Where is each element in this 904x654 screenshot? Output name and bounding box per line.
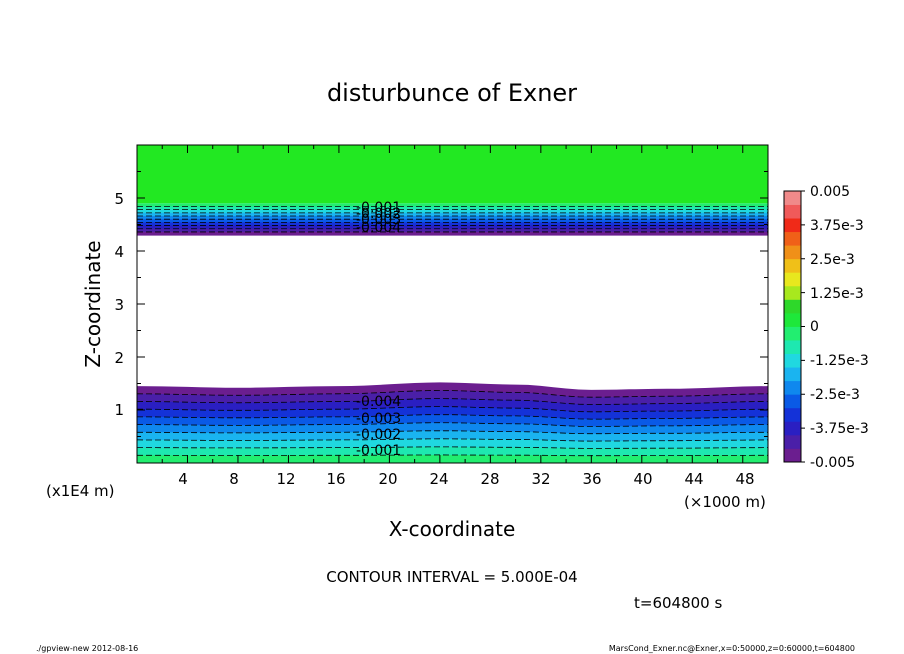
colorbar-tick-label: -3.75e-3 (810, 421, 869, 437)
y-units-label: (x1E4 m) (46, 482, 115, 500)
contour-label: -0.003 (356, 411, 401, 427)
contour-labels: -0.001 -0.002 -0.003 -0.004 -0.004 -0.00… (356, 200, 401, 459)
contour-line (136, 398, 769, 405)
contour-label: -0.004 (356, 394, 401, 410)
contour-label: -0.004 (356, 220, 401, 236)
upper-band-level (137, 228, 768, 233)
lower-band-level (137, 454, 768, 463)
colorbar-swatch (784, 407, 801, 422)
colorbar-tick-label: -0.005 (810, 455, 855, 471)
x-axis-label: X-coordinate (389, 517, 516, 541)
upper-band-level (137, 225, 768, 230)
contour-label: -0.002 (356, 206, 401, 222)
upper-band-level (137, 203, 768, 207)
upper-band-level (137, 209, 768, 214)
x-tick-label: 40 (633, 470, 652, 488)
contour-line (137, 414, 769, 420)
chart-title: disturbunce of Exner (327, 79, 577, 107)
x-tick-label: 8 (229, 470, 239, 488)
colorbar-swatch (784, 448, 801, 463)
x-tick-label: 36 (582, 470, 601, 488)
axis-ticks (137, 145, 768, 463)
contour-line (136, 390, 769, 398)
contour-interval-note: CONTOUR INTERVAL = 5.000E-04 (326, 568, 577, 586)
x-tick-label: 32 (531, 470, 550, 488)
colorbar-swatch (784, 312, 801, 327)
contour-lines (136, 206, 769, 457)
plot-area: -0.001 -0.002 -0.003 -0.004 -0.004 -0.00… (136, 144, 769, 464)
colorbar (783, 190, 805, 463)
upper-band-level (137, 222, 768, 227)
contour-line (137, 406, 769, 413)
upper-field-zero (137, 145, 768, 204)
colorbar-swatch (784, 285, 801, 300)
contour-line (137, 430, 768, 435)
colorbar-swatch (784, 340, 801, 354)
contour-label: -0.001 (356, 200, 401, 216)
contour-line (137, 446, 769, 449)
footer-left: ./gpview-new 2012-08-16 (36, 644, 138, 653)
colorbar-swatch (784, 204, 801, 219)
colorbar-swatch (784, 231, 801, 246)
colorbar-tick-label: -2.5e-3 (810, 387, 860, 403)
x-tick-label: 24 (429, 470, 448, 488)
x-tick-label: 12 (276, 470, 295, 488)
y-tick-label: 1 (114, 401, 124, 419)
x-units-label: (×1000 m) (684, 493, 766, 511)
x-tick-label: 16 (326, 470, 345, 488)
colorbar-tick-label: 1.25e-3 (810, 286, 864, 302)
upper-band-level (137, 216, 768, 220)
colorbar-swatch (784, 367, 801, 382)
upper-band-level (137, 231, 768, 236)
x-tick-label: 48 (735, 470, 754, 488)
colorbar-swatch (784, 434, 801, 449)
y-tick-label: 4 (114, 243, 124, 261)
colorbar-swatch (784, 258, 801, 273)
footer-right: MarsCond_Exner.nc@Exner,x=0:50000,z=0:60… (609, 644, 855, 653)
colorbar-tick-labels: 0.005 3.75e-3 2.5e-3 1.25e-3 0 -1.25e-3 … (810, 184, 869, 471)
y-tick-label: 2 (114, 349, 124, 367)
contour-label: -0.001 (356, 443, 401, 459)
upper-band-level (137, 206, 768, 211)
colorbar-tick-label: 3.75e-3 (810, 218, 864, 234)
colorbar-tick-label: 2.5e-3 (810, 252, 855, 268)
colorbar-tick-label: 0.005 (810, 184, 850, 200)
contour-line (137, 454, 768, 457)
x-tick-label: 44 (684, 470, 703, 488)
colorbar-tick-label: 0 (810, 319, 819, 335)
colorbar-swatch (784, 245, 801, 260)
colorbar-tick-label: -1.25e-3 (810, 353, 869, 369)
colorbar-swatch (784, 299, 801, 314)
upper-band-level (137, 212, 768, 217)
colorbar-swatch (784, 218, 801, 233)
colorbar-swatch (784, 191, 801, 205)
y-axis-label: Z-coordinate (81, 240, 105, 367)
y-tick-label: 5 (114, 190, 124, 208)
contour-line (136, 438, 769, 442)
colorbar-swatch (784, 272, 801, 287)
colorbar-swatch (784, 394, 801, 409)
x-tick-label: 4 (178, 470, 188, 488)
colorbar-swatch (784, 380, 801, 395)
time-note: t=604800 s (634, 594, 722, 612)
y-tick-label: 3 (114, 296, 124, 314)
y-tick-labels: 1 2 3 4 5 (114, 190, 124, 419)
colorbar-swatch (784, 326, 801, 341)
x-tick-labels: 4 8 12 16 20 24 28 32 36 40 44 48 (178, 470, 754, 488)
colorbar-swatch (784, 421, 801, 436)
contour-line (137, 422, 768, 427)
colorbar-swatch (784, 353, 801, 368)
upper-band (137, 203, 768, 236)
contour-label: -0.002 (356, 427, 401, 443)
x-tick-label: 20 (378, 470, 397, 488)
contour-label: -0.003 (356, 212, 401, 228)
x-tick-label: 28 (480, 470, 499, 488)
upper-band-level (137, 219, 768, 223)
